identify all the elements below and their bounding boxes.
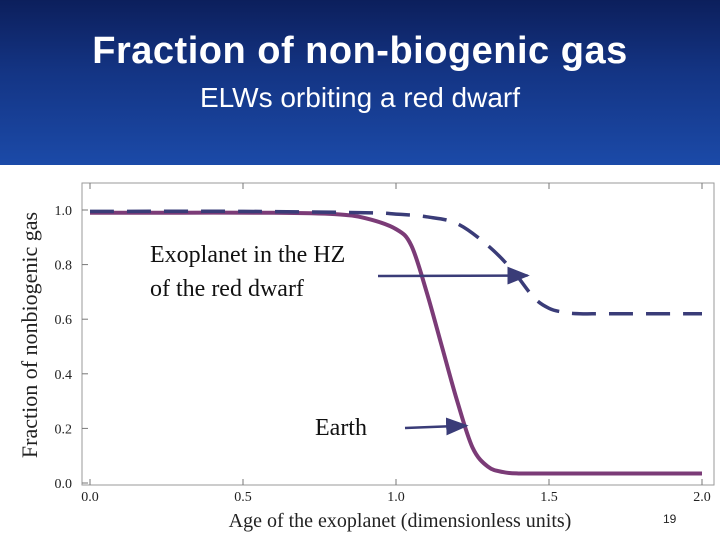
- x-tick-label: 0.5: [234, 490, 252, 505]
- x-tick-label: 0.0: [81, 490, 99, 505]
- y-tick-label: 0.2: [55, 422, 73, 437]
- x-axis-label: Age of the exoplanet (dimensionless unit…: [229, 510, 572, 532]
- chart-series: [89, 209, 702, 476]
- series-line-1: [89, 209, 702, 316]
- x-tick-label: 1.5: [540, 490, 558, 505]
- annotation-arrow: [404, 417, 469, 436]
- annotation-text: Earth: [315, 415, 367, 441]
- y-tick-label: 0.8: [55, 259, 73, 274]
- chart-annotations: Exoplanet in the HZ of the red dwarf Earth: [150, 242, 530, 441]
- y-axis-label: Fraction of nonbiogenic gas: [17, 212, 42, 458]
- slide-header: Fraction of non-biogenic gas ELWs orbiti…: [0, 0, 720, 165]
- y-tick-label: 0.6: [55, 313, 73, 328]
- plot-frame: [81, 182, 715, 486]
- y-tick-label: 1.0: [55, 204, 73, 219]
- annotation-text: of the red dwarf: [150, 276, 304, 302]
- x-tick-label: 2.0: [693, 490, 711, 505]
- y-tick-label: 0.0: [55, 477, 73, 492]
- y-tick-label: 0.4: [55, 368, 73, 383]
- slide-title: Fraction of non-biogenic gas: [92, 30, 628, 72]
- annotation-text: Exoplanet in the HZ: [150, 242, 345, 268]
- slide-subtitle: ELWs orbiting a red dwarf: [199, 82, 521, 113]
- page-number: 19: [663, 512, 677, 526]
- x-tick-label: 1.0: [387, 490, 405, 505]
- chart-axes: 0.0 0.5 1.0 1.5 2.0 0.0 0.2 0.4 0.6 0.8 1.0 Fractio…: [17, 183, 711, 532]
